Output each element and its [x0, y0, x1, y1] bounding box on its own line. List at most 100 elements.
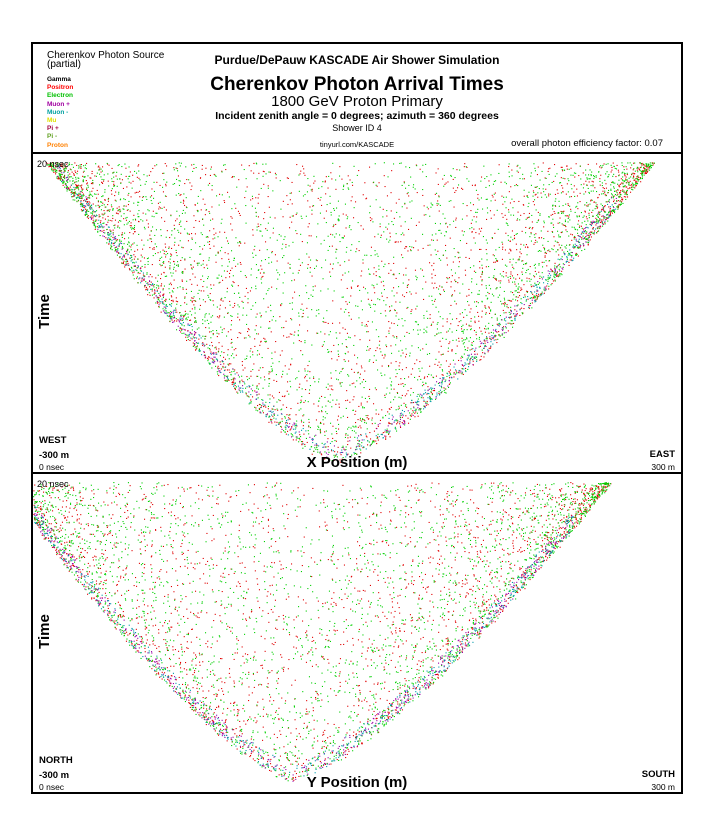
data-point	[95, 205, 97, 207]
data-point	[422, 247, 424, 249]
data-point	[439, 229, 441, 231]
data-point	[393, 388, 395, 390]
data-point	[495, 278, 497, 280]
data-point	[335, 257, 337, 259]
data-point	[451, 318, 453, 320]
data-point	[347, 428, 349, 430]
data-point	[489, 312, 491, 314]
data-point	[117, 165, 119, 167]
data-point	[410, 310, 412, 312]
data-point	[171, 234, 173, 236]
data-point	[191, 329, 193, 331]
legend: Gamma Positron Electron Muon + Muon - Mu…	[47, 76, 73, 150]
data-point	[458, 261, 460, 263]
data-point	[205, 236, 207, 238]
data-point	[157, 285, 159, 287]
data-point	[333, 290, 335, 292]
data-point	[88, 195, 90, 197]
data-point	[337, 219, 339, 221]
data-point	[225, 277, 227, 279]
data-point	[559, 263, 561, 265]
data-point	[543, 226, 545, 228]
data-point	[461, 218, 463, 220]
data-point	[408, 184, 410, 186]
data-point	[79, 164, 81, 166]
data-point	[466, 166, 468, 168]
data-point	[498, 280, 500, 282]
data-point	[170, 282, 172, 284]
data-point	[278, 399, 280, 401]
data-point	[439, 223, 441, 225]
data-point	[238, 212, 240, 214]
data-point	[465, 323, 467, 325]
data-point	[267, 306, 269, 308]
data-point	[350, 286, 352, 288]
data-point	[467, 357, 469, 359]
data-point	[314, 381, 316, 383]
data-point	[435, 306, 437, 308]
data-point	[86, 187, 88, 189]
data-point	[361, 324, 363, 326]
data-point	[613, 195, 615, 197]
data-point	[415, 409, 417, 411]
data-point	[486, 298, 488, 300]
data-point	[528, 278, 530, 280]
data-point	[61, 166, 63, 168]
data-point	[623, 181, 625, 183]
data-point	[528, 191, 530, 193]
data-point	[578, 226, 580, 228]
data-point	[413, 184, 415, 186]
data-point	[567, 203, 569, 205]
data-point	[107, 204, 109, 206]
data-point	[579, 201, 581, 203]
data-point	[197, 202, 199, 204]
data-point	[181, 280, 183, 282]
data-point	[471, 292, 473, 294]
data-point	[452, 168, 454, 170]
data-point	[363, 419, 365, 421]
data-point	[361, 309, 363, 311]
data-point	[610, 215, 612, 217]
data-point	[169, 303, 171, 305]
data-point	[548, 285, 550, 287]
data-point	[373, 181, 375, 183]
data-point	[194, 346, 196, 348]
data-point	[539, 179, 541, 181]
data-point	[628, 182, 630, 184]
data-point	[273, 379, 275, 381]
data-point	[498, 172, 500, 174]
data-point	[224, 369, 226, 371]
data-point	[182, 314, 184, 316]
data-point	[499, 324, 501, 326]
data-point	[257, 405, 259, 407]
data-point	[643, 168, 645, 170]
data-point	[492, 338, 494, 340]
data-point	[162, 294, 164, 296]
data-point	[297, 402, 299, 404]
data-point	[532, 190, 534, 192]
data-point	[609, 213, 611, 215]
data-point	[332, 425, 334, 427]
data-point	[413, 406, 415, 408]
data-point	[594, 187, 596, 189]
data-point	[418, 221, 420, 223]
data-point	[519, 314, 521, 316]
data-point	[369, 304, 371, 306]
data-point	[437, 183, 439, 185]
data-point	[287, 262, 289, 264]
data-point	[231, 229, 233, 231]
data-point	[118, 164, 120, 166]
data-point	[461, 372, 463, 374]
data-point	[347, 440, 349, 442]
data-point	[495, 249, 497, 251]
data-point	[571, 234, 573, 236]
data-point	[130, 244, 132, 246]
data-point	[276, 260, 278, 262]
data-point	[150, 230, 152, 232]
data-point	[325, 193, 327, 195]
data-point	[250, 170, 252, 172]
data-point	[447, 347, 449, 349]
data-point	[553, 272, 555, 274]
data-point	[142, 248, 144, 250]
data-point	[298, 295, 300, 297]
